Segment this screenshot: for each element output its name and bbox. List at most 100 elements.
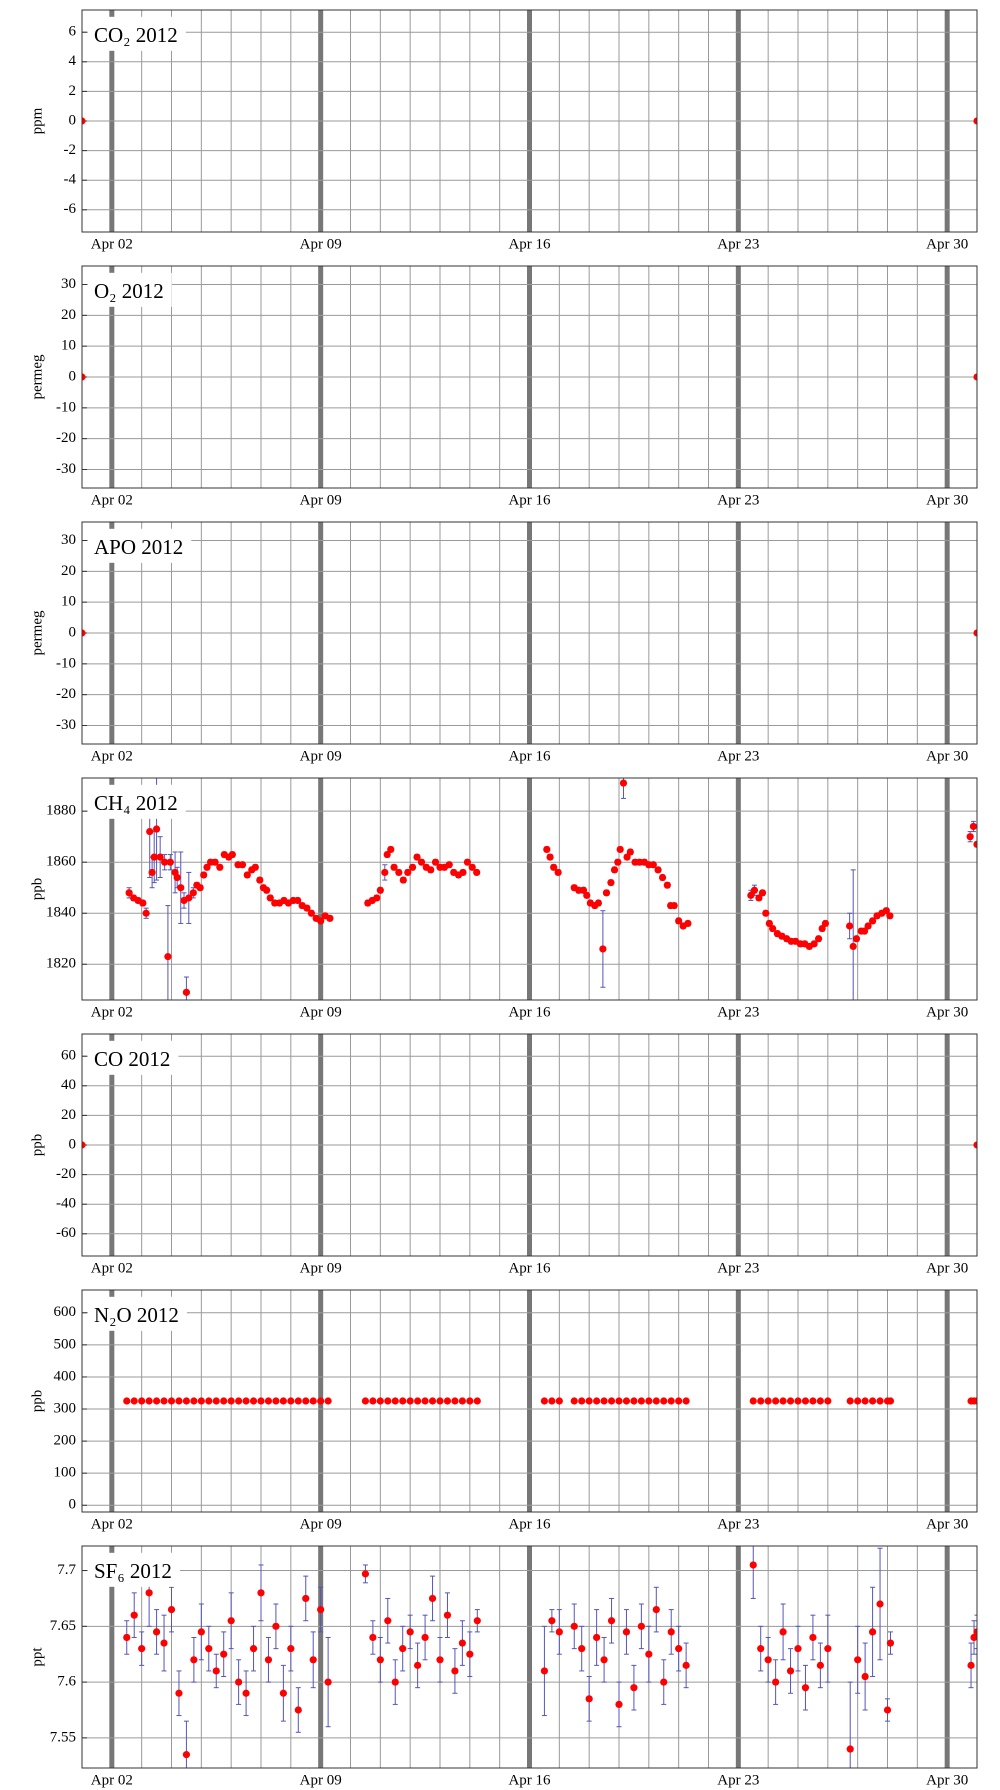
- data-point: [570, 1622, 578, 1630]
- data-point: [302, 1594, 310, 1603]
- data-point: [197, 1628, 205, 1636]
- data-point: [436, 1656, 444, 1664]
- data-point: [886, 912, 894, 920]
- data-point: [324, 1678, 332, 1686]
- data-point: [399, 1397, 407, 1405]
- data-point: [156, 853, 164, 861]
- data-point: [383, 850, 391, 859]
- data-point: [443, 1611, 452, 1619]
- y-tick-label: 10: [61, 594, 76, 610]
- data-point: [622, 1397, 631, 1405]
- data-point: [860, 927, 869, 935]
- data-point: [227, 1397, 235, 1405]
- data-point: [361, 1570, 370, 1578]
- x-tick-label: Apr 02: [91, 1004, 133, 1020]
- x-tick-label: Apr 30: [926, 236, 968, 252]
- data-point: [142, 909, 150, 917]
- panel: Apr 02 Apr 09 Apr 16 Apr 23 Apr 30 0 100 200 300…: [29, 1289, 978, 1532]
- data-point: [130, 1611, 138, 1619]
- data-point: [824, 1645, 832, 1653]
- data-point: [123, 1397, 131, 1405]
- data-point: [445, 861, 453, 869]
- panel: Apr 02 Apr 09 Apr 16 Apr 23 Apr 30 7.55 7.6 7.6…: [29, 1545, 978, 1788]
- panel: Apr 02 Apr 09 Apr 16 Apr 23 Apr 30 -30 -20 -10 0…: [29, 265, 978, 508]
- data-layer: [82, 629, 977, 637]
- data-point: [387, 845, 395, 854]
- panel-title: CH₄ 2012: [94, 791, 178, 815]
- panel-title: CO 2012: [94, 1047, 170, 1071]
- data-point: [548, 1397, 556, 1405]
- data-point: [272, 1622, 280, 1630]
- data-point: [307, 909, 316, 917]
- data-point: [205, 1645, 213, 1653]
- data-point: [177, 884, 185, 892]
- data-point: [682, 1661, 690, 1669]
- y-tick-label: 1880: [46, 803, 76, 819]
- data-point: [540, 1667, 549, 1675]
- data-point: [600, 1397, 608, 1405]
- data-point: [622, 1628, 631, 1636]
- data-point: [257, 1589, 265, 1597]
- data-point: [966, 833, 974, 841]
- data-point: [152, 1628, 161, 1636]
- data-point: [205, 1397, 213, 1405]
- data-point: [190, 1397, 198, 1405]
- y-tick-label: -40: [56, 1196, 76, 1212]
- panel-title: SF₆ 2012: [94, 1559, 172, 1583]
- data-point: [973, 117, 977, 125]
- data-point: [540, 1397, 549, 1405]
- data-point: [391, 1678, 399, 1686]
- data-point: [125, 889, 133, 897]
- data-point: [615, 1397, 623, 1405]
- y-tick-label: -4: [64, 172, 77, 188]
- y-tick-label: 0: [69, 624, 77, 640]
- data-point: [458, 1639, 466, 1647]
- data-point: [303, 904, 311, 912]
- data-point: [381, 868, 389, 877]
- plot-frame: [81, 1545, 978, 1769]
- data-point: [786, 1397, 795, 1405]
- data-point: [868, 917, 877, 925]
- y-tick-label: 600: [54, 1304, 77, 1320]
- data-point: [758, 889, 767, 897]
- data-point: [772, 1397, 780, 1405]
- data-point: [287, 1397, 295, 1405]
- error-bar: [974, 1614, 977, 1650]
- data-point: [148, 868, 156, 877]
- panel-title: N₂O 2012: [94, 1303, 179, 1327]
- data-point: [251, 863, 259, 871]
- data-point: [468, 863, 476, 871]
- y-axis-label: ppm: [29, 107, 45, 134]
- data-point: [249, 1645, 258, 1653]
- data-point: [235, 1678, 243, 1686]
- data-layer: [125, 778, 977, 1000]
- data-point: [317, 1397, 325, 1405]
- x-tick-label: Apr 23: [717, 1772, 759, 1788]
- y-tick-label: -2: [64, 142, 77, 158]
- y-tick-label: 0: [69, 112, 77, 128]
- data-point: [607, 879, 615, 887]
- x-tick-label: Apr 02: [91, 1772, 133, 1788]
- data-point: [428, 1594, 437, 1603]
- data-point: [675, 1397, 683, 1405]
- x-tick-label: Apr 23: [717, 236, 759, 252]
- data-point: [578, 1645, 586, 1653]
- panel: Apr 02 Apr 09 Apr 16 Apr 23 Apr 30 -6 -4 -2 0 2 4 6…: [29, 9, 978, 252]
- data-point: [182, 1751, 191, 1759]
- data-point: [579, 886, 588, 894]
- y-tick-label: 7.6: [57, 1674, 76, 1690]
- plot-frame: [81, 1033, 978, 1257]
- data-layer: [82, 117, 977, 125]
- data-point: [427, 866, 435, 874]
- y-tick-label: 1840: [46, 905, 76, 921]
- y-tick-label: -30: [56, 461, 76, 477]
- data-point: [585, 1397, 593, 1405]
- data-point: [852, 935, 861, 943]
- data-point: [324, 1397, 332, 1405]
- data-point: [786, 1667, 795, 1675]
- data-point: [249, 1397, 258, 1405]
- data-point: [82, 629, 86, 637]
- data-point: [854, 1656, 862, 1664]
- data-point: [264, 1397, 273, 1405]
